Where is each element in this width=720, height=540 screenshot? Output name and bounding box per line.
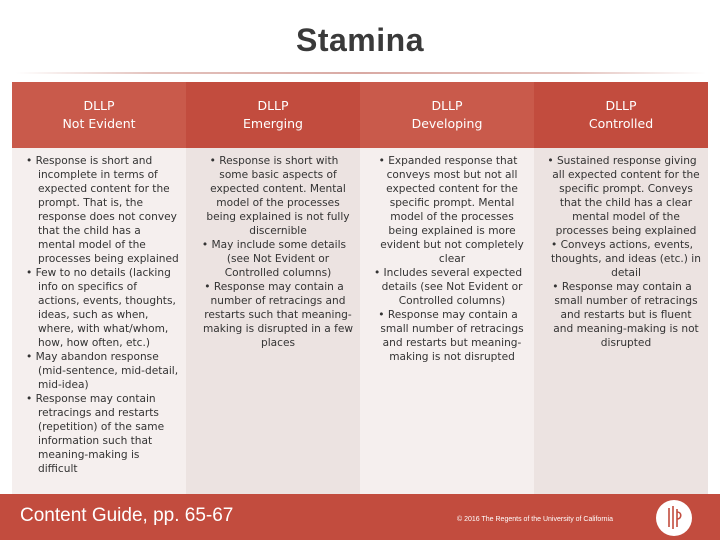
column-header: DLLP Developing	[360, 82, 534, 148]
criteria-list: • Expanded response that conveys most bu…	[368, 154, 528, 364]
criteria-list: • Sustained response giving all expected…	[542, 154, 702, 350]
column-header-line1: DLLP	[257, 98, 289, 113]
title-divider	[16, 72, 706, 74]
column-body: • Response is short and incomplete in te…	[12, 148, 186, 476]
column-header-line1: DLLP	[431, 98, 463, 113]
criteria-item: • Response may contain retracings and re…	[26, 393, 165, 475]
criteria-item: • May include some details (see Not Evid…	[201, 239, 347, 279]
column-header: DLLP Not Evident	[12, 82, 186, 148]
column-header-line1: DLLP	[605, 98, 637, 113]
criteria-item: • Expanded response that conveys most bu…	[378, 155, 524, 265]
column-body: • Response is short with some basic aspe…	[186, 148, 360, 350]
criteria-item: • Response may contain a small number of…	[552, 281, 699, 349]
column-header-line2: Developing	[411, 116, 483, 131]
content-guide-reference: Content Guide, pp. 65-67	[20, 505, 234, 526]
criteria-list: • Response is short and incomplete in te…	[20, 154, 180, 476]
column-controlled: DLLP Controlled • Sustained response giv…	[534, 82, 708, 494]
rubric-table: DLLP Not Evident • Response is short and…	[12, 82, 708, 494]
criteria-item: • Conveys actions, events, thoughts, and…	[550, 239, 701, 279]
criteria-item: • Response is short and incomplete in te…	[26, 155, 179, 265]
criteria-item: • Few to no details (lacking info on spe…	[26, 267, 176, 349]
column-header-line2: Not Evident	[62, 116, 136, 131]
footer-edge	[696, 500, 720, 536]
criteria-item: • Response may contain a number of retra…	[202, 281, 354, 349]
slide-title: Stamina	[296, 22, 424, 58]
column-header-line1: DLLP	[83, 98, 115, 113]
column-developing: DLLP Developing • Expanded response that…	[360, 82, 534, 494]
footer-bar: Content Guide, pp. 65-67 © 2016 The Rege…	[0, 494, 720, 540]
criteria-item: • Includes several expected details (see…	[373, 267, 523, 307]
column-header: DLLP Controlled	[534, 82, 708, 148]
criteria-item: • May abandon response (mid-sentence, mi…	[26, 351, 179, 391]
column-emerging: DLLP Emerging • Response is short with s…	[186, 82, 360, 494]
dllp-logo-icon	[656, 500, 692, 536]
copyright-notice: © 2016 The Regents of the University of …	[457, 516, 613, 523]
column-body: • Sustained response giving all expected…	[534, 148, 708, 350]
criteria-list: • Response is short with some basic aspe…	[194, 154, 354, 350]
criteria-item: • Response is short with some basic aspe…	[206, 155, 350, 237]
column-header: DLLP Emerging	[186, 82, 360, 148]
criteria-item: • Response may contain a small number of…	[378, 309, 524, 363]
column-header-line2: Controlled	[588, 116, 654, 131]
column-not-evident: DLLP Not Evident • Response is short and…	[12, 82, 186, 494]
column-body: • Expanded response that conveys most bu…	[360, 148, 534, 364]
criteria-item: • Sustained response giving all expected…	[547, 155, 700, 237]
column-header-line2: Emerging	[243, 116, 303, 131]
